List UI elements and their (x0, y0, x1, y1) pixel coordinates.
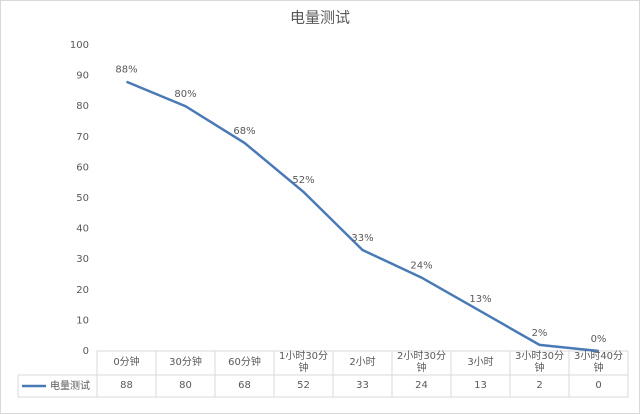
data-label: 52% (292, 175, 314, 186)
table-value: 52 (297, 380, 310, 391)
y-tick-label: 100 (70, 40, 89, 51)
data-label: 80% (174, 89, 196, 100)
x-tick-label: 2小时30分钟 (396, 351, 447, 374)
x-tick-label: 30分钟 (169, 357, 202, 368)
table-value: 0 (595, 380, 602, 391)
y-tick-label: 80 (76, 101, 89, 112)
table-value: 88 (120, 380, 133, 391)
table-value: 24 (415, 380, 428, 391)
data-label: 13% (469, 294, 491, 305)
y-tick-label: 30 (76, 254, 89, 265)
y-tick-label: 0 (83, 346, 89, 357)
line-series (126, 80, 599, 353)
y-tick-label: 20 (76, 285, 89, 296)
y-tick-label: 70 (76, 132, 89, 143)
legend-label: 电量测试 (50, 379, 90, 392)
y-tick-label: 90 (76, 71, 89, 82)
data-label: 88% (115, 65, 137, 76)
data-label: 33% (351, 233, 373, 244)
chart-title: 电量测试 (290, 9, 350, 27)
table-value: 80 (179, 380, 192, 391)
table-value: 33 (356, 380, 369, 391)
x-tick-label: 2小时 (349, 357, 376, 368)
table-value: 68 (238, 380, 251, 391)
table-value: 13 (474, 380, 487, 391)
x-tick-label: 3小时 (467, 357, 494, 368)
x-tick-label: 3小时40分钟 (573, 351, 624, 374)
x-tick-label: 60分钟 (228, 357, 261, 368)
table-value: 2 (536, 380, 543, 391)
y-tick-label: 10 (76, 315, 89, 326)
x-tick-label: 0分钟 (113, 357, 140, 368)
y-tick-label: 50 (76, 193, 89, 204)
data-label: 0% (591, 334, 607, 345)
x-tick-label: 1小时30分钟 (278, 351, 329, 374)
y-tick-label: 60 (76, 162, 89, 173)
y-tick-label: 40 (76, 224, 89, 235)
data-label: 68% (233, 126, 255, 137)
data-label: 2% (532, 328, 548, 339)
x-tick-label: 3小时30分钟 (514, 351, 565, 374)
data-label: 24% (410, 261, 432, 272)
